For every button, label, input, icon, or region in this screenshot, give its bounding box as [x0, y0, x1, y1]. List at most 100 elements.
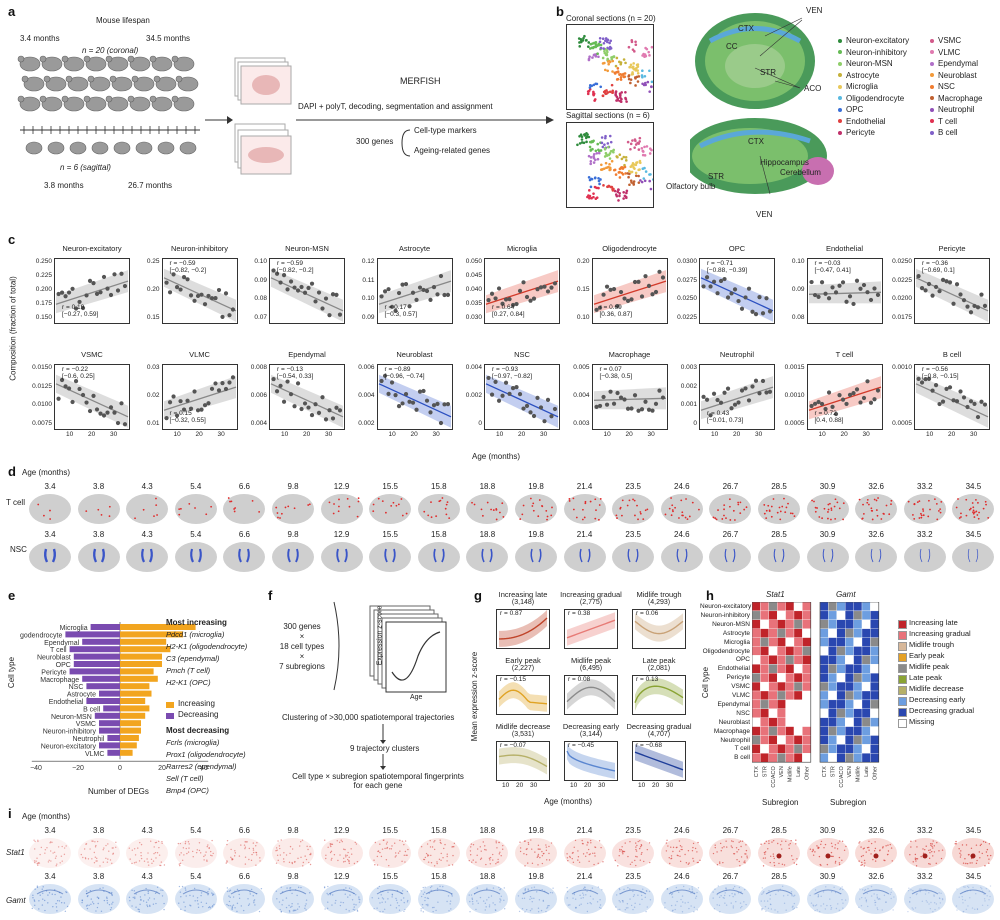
expression-dot — [346, 858, 348, 861]
heatmap-cell-gamt — [828, 681, 837, 692]
heatmap-cell-stat1 — [760, 744, 769, 754]
y-tick: 0.175 — [35, 300, 52, 307]
y-tick: 0.02 — [146, 392, 160, 399]
tcell-dot — [634, 514, 637, 517]
expression-dot — [94, 860, 97, 862]
heatmap-cell-stat1 — [785, 637, 795, 647]
brain-shape — [77, 494, 120, 524]
data-point — [295, 288, 301, 293]
expression-dot — [621, 846, 624, 848]
expression-dot — [148, 864, 150, 866]
expression-hotspot — [873, 853, 879, 859]
row-label: Neuron-MSN — [712, 620, 750, 628]
expression-dot — [733, 907, 735, 909]
data-point — [531, 413, 537, 419]
brain-shape — [320, 838, 363, 868]
data-point — [840, 397, 845, 402]
expression-dot — [238, 893, 241, 896]
expression-dot — [764, 853, 766, 855]
brain-nsc — [320, 542, 363, 572]
expression-dot — [205, 902, 207, 905]
age-label: 30.9 — [819, 530, 836, 539]
brain-shape — [515, 494, 557, 524]
expression-dot — [350, 888, 352, 891]
expression-dot — [347, 859, 350, 862]
expression-dot — [925, 845, 927, 847]
expression-dot — [963, 862, 965, 864]
tcell-dot — [940, 501, 942, 503]
umap-point — [611, 55, 615, 59]
y-tick: 0.15 — [576, 286, 590, 293]
expression-dot — [671, 892, 673, 895]
data-point — [632, 393, 637, 398]
umap-point — [624, 61, 627, 65]
heatmap-cell-gamt — [870, 699, 879, 709]
expression-dot — [916, 892, 918, 895]
expression-dot — [926, 901, 928, 903]
legend-label: VLMC — [938, 47, 961, 57]
age-label: 6.6 — [238, 530, 250, 539]
umap-point — [638, 159, 642, 163]
expression-dot — [436, 862, 438, 865]
expression-dot — [614, 859, 617, 862]
data-point — [486, 298, 491, 303]
umap-point — [607, 62, 610, 66]
data-point — [281, 273, 287, 278]
umap-point — [608, 90, 612, 94]
expression-dot — [442, 847, 445, 850]
expression-dot — [598, 840, 600, 842]
plot-title: Astrocyte — [398, 244, 431, 253]
panel-label-e: e — [8, 588, 16, 603]
brain-stat1 — [709, 838, 752, 868]
data-point — [524, 294, 530, 300]
data-point — [850, 301, 856, 307]
expression-dot — [811, 904, 814, 906]
umap-point — [628, 183, 631, 187]
umap-point — [634, 84, 637, 87]
expression-dot — [761, 909, 763, 911]
umap-point — [629, 65, 632, 69]
expression-dot — [982, 904, 984, 906]
brain-shape — [903, 838, 946, 868]
umap-point — [618, 176, 622, 179]
bar-decreasing — [90, 624, 120, 630]
expression-dot — [918, 888, 920, 890]
heatmap-cell-gamt — [870, 637, 879, 647]
umap-point — [629, 147, 632, 151]
stat-line: [−0.69, 0.1] — [922, 267, 955, 274]
tcell-dot — [275, 506, 278, 509]
expression-dot — [933, 851, 935, 853]
nsc-region — [189, 548, 194, 563]
expression-dot — [342, 857, 345, 859]
expression-dot — [645, 890, 648, 892]
heatmap-cell-stat1 — [777, 637, 786, 647]
mouse-ear-icon — [109, 75, 117, 83]
tcell-dot — [346, 497, 349, 500]
celltype-label: Oligodendrocyte — [20, 632, 62, 639]
umap-point — [608, 45, 612, 49]
expression-dot — [38, 862, 41, 864]
heatmap-cell-stat1 — [777, 664, 786, 674]
h-xlabel-2: Subregion — [830, 798, 867, 807]
heatmap-cell-stat1 — [785, 690, 795, 701]
heatmap-cell-gamt — [861, 619, 871, 629]
tissue-sections-stack — [205, 57, 292, 175]
expression-dot — [841, 902, 844, 904]
data-point — [951, 398, 956, 403]
data-point — [937, 289, 942, 294]
mouse-icon — [67, 76, 89, 92]
expression-dot — [331, 843, 333, 846]
tcell-dot — [395, 504, 398, 507]
brain-shape — [29, 494, 71, 524]
expression-dot — [473, 844, 475, 846]
x-tick: 30 — [598, 782, 606, 789]
expression-dot — [446, 900, 448, 903]
expression-dot — [568, 855, 571, 858]
tcell-dot — [639, 511, 642, 513]
expression-dot — [202, 855, 205, 858]
expression-dot — [546, 906, 549, 908]
expression-dot — [674, 908, 676, 911]
expression-dot — [433, 841, 435, 843]
expression-dot — [305, 858, 308, 861]
tcell-dot — [960, 512, 963, 515]
